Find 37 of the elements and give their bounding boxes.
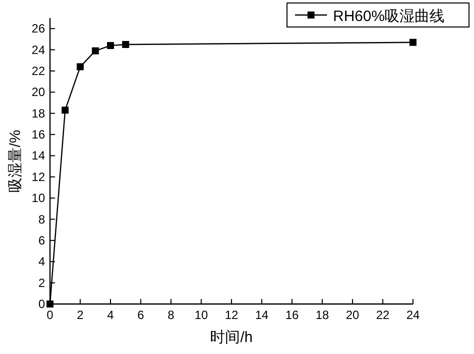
- y-axis-title: 吸湿量/%: [7, 130, 24, 192]
- y-tick-label: 8: [38, 212, 46, 226]
- x-tick-label: 4: [107, 308, 114, 322]
- y-tick-label: 26: [32, 22, 46, 36]
- point: [92, 47, 99, 54]
- x-tick-label: 14: [255, 308, 269, 322]
- y-tick-label: 18: [32, 106, 46, 120]
- x-tick-label: 24: [406, 308, 420, 322]
- y-tick-label: 16: [32, 128, 46, 142]
- x-tick-label: 22: [376, 308, 390, 322]
- x-tick-label: 8: [168, 308, 175, 322]
- point: [107, 42, 114, 50]
- x-tick-label: 0: [46, 308, 54, 322]
- point: [46, 300, 54, 308]
- y-tick-label: 20: [32, 85, 46, 100]
- y-tick-label: 6: [38, 233, 46, 248]
- x-tick-label: 16: [285, 308, 299, 322]
- y-tick-label: 14: [32, 148, 46, 163]
- point: [62, 106, 69, 114]
- x-tick-label: 10: [194, 308, 208, 322]
- legend-label: RH60%吸湿曲线: [333, 8, 445, 25]
- y-tick-label: 24: [32, 42, 46, 57]
- point: [76, 63, 84, 70]
- y-tick-label: 22: [32, 64, 46, 78]
- y-tick-label: 4: [38, 254, 46, 269]
- y-tick-label: 12: [32, 170, 46, 184]
- point: [122, 40, 130, 48]
- x-axis-title: 时间/h: [210, 329, 253, 346]
- x-tick-label: 2: [76, 308, 84, 322]
- y-tick-label: 10: [32, 191, 46, 206]
- x-tick-label: 6: [137, 308, 144, 322]
- x-tick-label: 12: [224, 308, 238, 322]
- y-tick-label: 0: [38, 297, 46, 311]
- y-tick-label: 2: [38, 276, 46, 290]
- x-tick-label: 20: [346, 308, 360, 322]
- point: [410, 38, 416, 46]
- x-tick-label: 18: [316, 308, 330, 322]
